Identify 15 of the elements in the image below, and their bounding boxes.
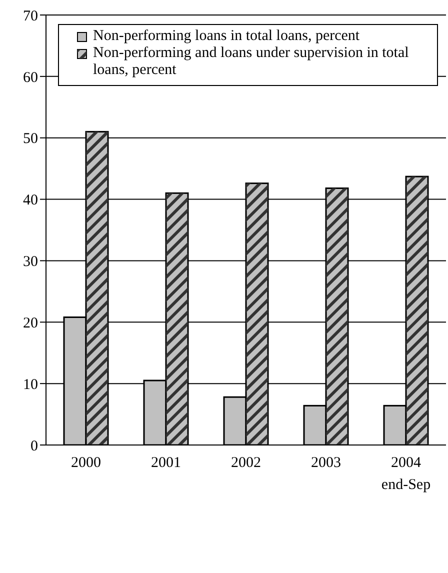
legend-label: Non-performing and loans under supervision in total loans, percent — [93, 45, 410, 79]
y-tick-label: 50 — [23, 131, 38, 148]
y-tick-label: 0 — [30, 438, 38, 454]
x-tick-label: 2001 — [151, 455, 181, 471]
y-tick-label: 60 — [23, 70, 38, 86]
y-tick-label: 10 — [23, 376, 38, 393]
y-tick-label: 70 — [23, 8, 38, 24]
y-tick-label: 30 — [23, 254, 38, 270]
x-tick-label: 2000 — [71, 455, 101, 471]
x-tick-label: 2003 — [311, 455, 341, 471]
legend-label: Non-performing loans in total loans, percent — [93, 28, 361, 45]
y-tick-label: 40 — [23, 192, 38, 209]
x-tick-label: 2002 — [231, 455, 261, 471]
y-tick-label: 20 — [23, 315, 38, 332]
x-tick-label: 2004 end-Sep — [381, 455, 431, 493]
